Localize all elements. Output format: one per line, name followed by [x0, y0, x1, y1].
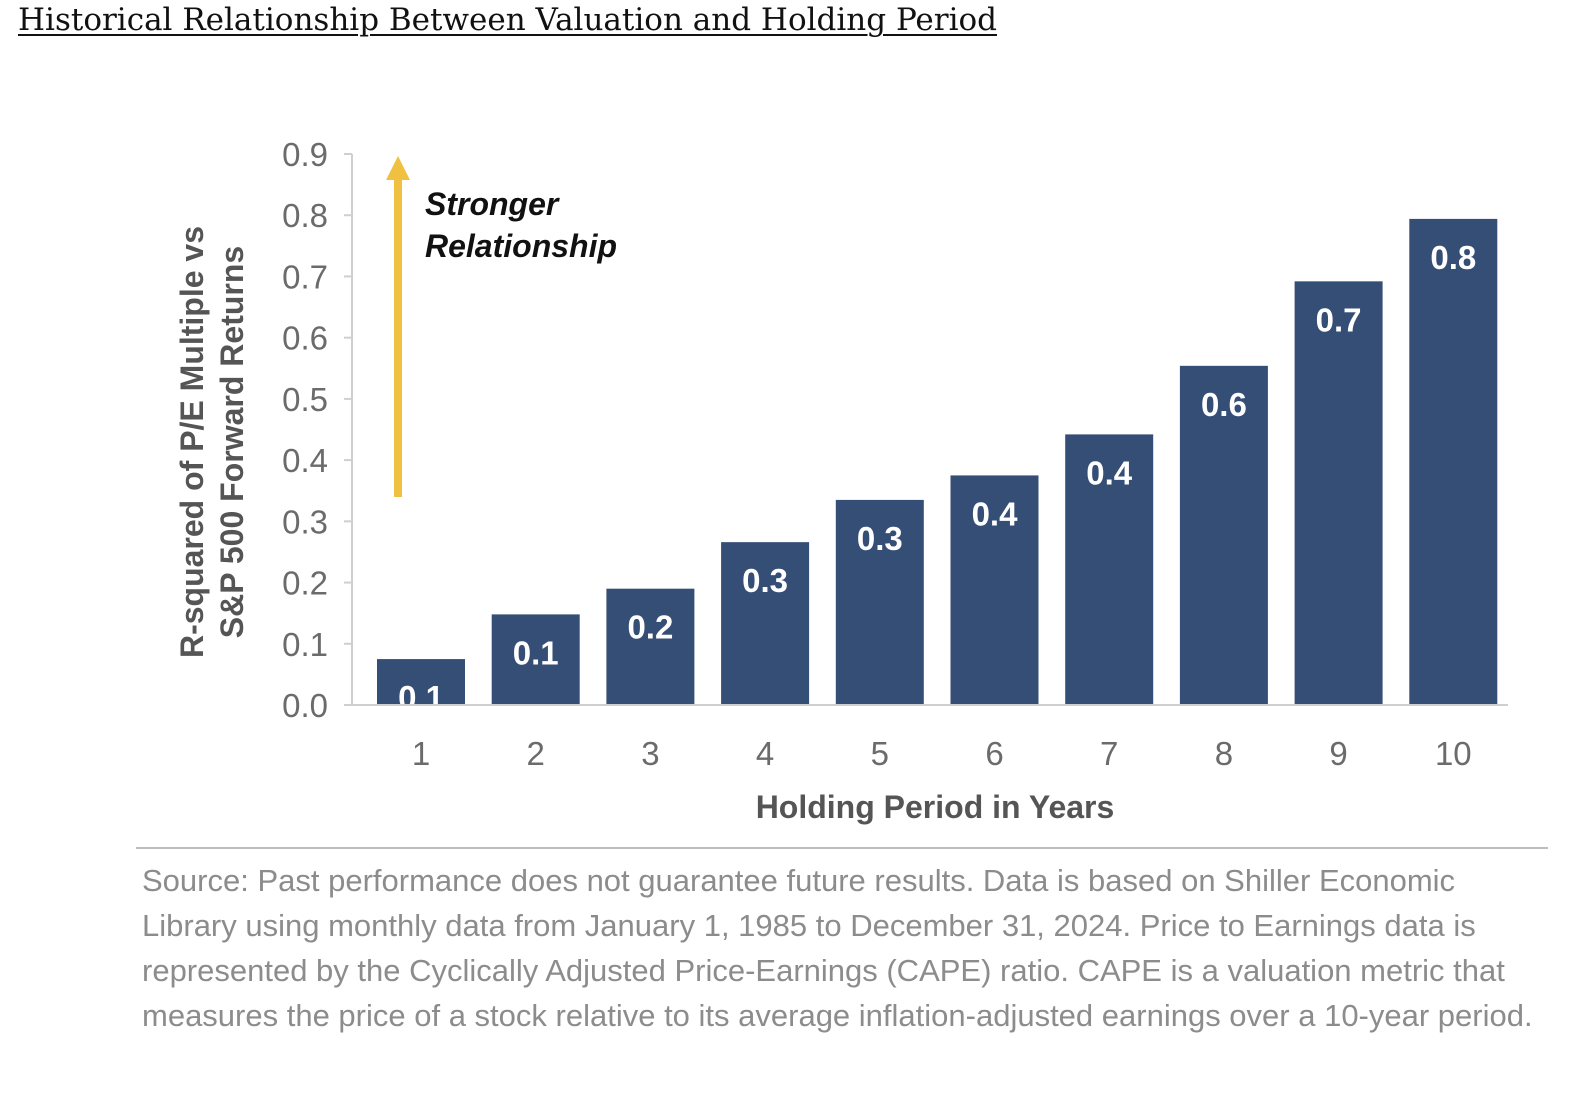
bar-data-label: 0.6 [1201, 386, 1247, 423]
bar [835, 499, 924, 705]
x-tick-label: 5 [871, 735, 889, 772]
annotation-line-2: Relationship [425, 228, 617, 264]
arrow-head-icon [386, 156, 410, 180]
bar [491, 614, 580, 705]
y-axis: 0.0 0.1 0.2 0.3 0.4 0.5 0.6 0.7 0.8 0.9 [282, 136, 353, 724]
x-tick-label: 9 [1329, 735, 1347, 772]
bar-data-label: 0.4 [972, 495, 1019, 532]
bar-data-label: 0.4 [1086, 454, 1133, 491]
x-tick-label: 4 [756, 735, 774, 772]
bar-data-label: 0.2 [627, 609, 673, 646]
y-tick-label: 0.1 [282, 626, 328, 663]
bar [1294, 281, 1383, 705]
x-axis-title: Holding Period in Years [756, 789, 1115, 825]
bar [1179, 365, 1268, 705]
x-tick-label: 6 [985, 735, 1003, 772]
bar [1409, 218, 1498, 705]
y-tick-label: 0.9 [282, 136, 328, 173]
bar [606, 588, 695, 705]
annotation-line-1: Stronger [425, 186, 560, 222]
x-tick-label: 8 [1215, 735, 1233, 772]
y-tick-label: 0.7 [282, 258, 328, 295]
source-divider [136, 847, 1548, 849]
y-axis-title: R-squared of P/E Multiple vs S&P 500 Forw… [174, 226, 250, 658]
y-tick-label: 0.4 [282, 442, 328, 479]
x-axis: 1 2 3 4 5 6 7 8 9 10 [352, 704, 1508, 772]
x-tick-label: 1 [412, 735, 430, 772]
y-tick-label: 0.3 [282, 503, 328, 540]
bars: 0.1 0.1 0.2 0.3 0.3 0.4 0.4 0.6 0.7 0.8 [377, 218, 1498, 716]
stronger-relationship-annotation: Stronger Relationship [386, 156, 617, 497]
y-tick-label: 0.8 [282, 197, 328, 234]
bar-data-label: 0.7 [1316, 301, 1362, 338]
bar [377, 659, 465, 705]
page-title: Historical Relationship Between Valuatio… [18, 2, 997, 38]
bar-data-label: 0.1 [398, 679, 444, 716]
x-tick-label: 7 [1100, 735, 1118, 772]
bar [950, 475, 1039, 705]
y-axis-title-line: S&P 500 Forward Returns [214, 246, 250, 638]
y-tick-label: 0.5 [282, 381, 328, 418]
bar [721, 542, 810, 705]
bar-chart: R-squared of P/E Multiple vs S&P 500 Forw… [174, 136, 1508, 825]
y-tick-label: 0.2 [282, 565, 328, 602]
x-tick-label: 3 [641, 735, 659, 772]
bar-data-label: 0.1 [513, 634, 559, 671]
bar-data-label: 0.8 [1430, 239, 1476, 276]
y-tick-label: 0.6 [282, 320, 328, 357]
source-note: Source: Past performance does not guaran… [142, 863, 1533, 1033]
x-tick-label: 10 [1435, 735, 1472, 772]
bar-data-label: 0.3 [857, 520, 903, 557]
x-tick-label: 2 [527, 735, 545, 772]
y-tick-label: 0.0 [282, 687, 328, 724]
bar [1065, 434, 1154, 705]
y-axis-title-line: R-squared of P/E Multiple vs [174, 226, 210, 658]
bar-data-label: 0.3 [742, 562, 788, 599]
